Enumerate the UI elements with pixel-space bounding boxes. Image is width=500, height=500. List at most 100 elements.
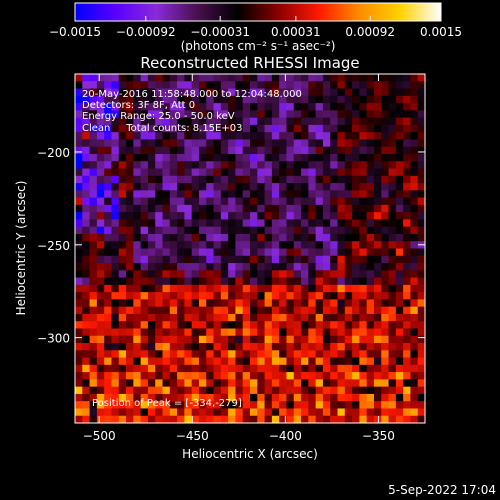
heatmap-cell [126, 248, 134, 257]
heatmap-cell [228, 343, 236, 351]
heatmap-cell [410, 263, 419, 271]
heatmap-cell [169, 306, 178, 315]
heatmap-cell [140, 81, 149, 90]
heatmap-cell [330, 197, 338, 206]
heatmap-cell [322, 386, 331, 395]
heatmap-cell [104, 350, 112, 359]
heatmap-cell [337, 103, 346, 111]
heatmap-cell [206, 364, 215, 373]
heatmap-cell [235, 212, 244, 220]
heatmap-cell [410, 313, 419, 322]
heatmap-cell [403, 139, 411, 148]
heatmap-cell [322, 74, 331, 82]
heatmap-cell [242, 117, 251, 126]
heatmap-cell [118, 74, 127, 82]
heatmap-cell [373, 415, 382, 423]
heatmap-cell [403, 372, 411, 380]
heatmap-cell [242, 386, 251, 395]
heatmap-cell [140, 335, 149, 344]
heatmap-cell [169, 241, 178, 249]
heatmap-cell [366, 335, 375, 344]
heatmap-cell [286, 357, 295, 366]
heatmap-cell [279, 401, 287, 409]
heatmap-cell [213, 241, 222, 249]
heatmap-cell [126, 328, 134, 337]
heatmap-cell [257, 248, 266, 257]
heatmap-cell [330, 328, 338, 337]
heatmap-cell [177, 168, 185, 177]
heatmap-cell [330, 284, 338, 293]
heatmap-cell [286, 270, 295, 279]
heatmap-cell [191, 408, 200, 417]
heatmap-cell [359, 393, 368, 402]
heatmap-cell [82, 372, 91, 380]
heatmap-cell [301, 197, 309, 206]
heatmap-cell [162, 139, 171, 148]
heatmap-cell [220, 190, 229, 199]
heatmap-cell [337, 393, 346, 402]
heatmap-cell [366, 212, 375, 220]
heatmap-cell [155, 168, 163, 177]
heatmap-cell [235, 386, 244, 395]
heatmap-cell [352, 313, 360, 322]
heatmap-cell [191, 175, 200, 184]
heatmap-cell [301, 270, 309, 279]
heatmap-cell [257, 212, 266, 220]
heatmap-cell [403, 364, 411, 373]
heatmap-cell [359, 299, 368, 308]
heatmap-cell [410, 386, 419, 395]
heatmap-cell [118, 393, 127, 402]
heatmap-cell [330, 248, 338, 257]
heatmap-cell [322, 292, 331, 300]
heatmap-cell [264, 306, 273, 315]
heatmap-cell [177, 74, 185, 82]
heatmap-cell [147, 124, 156, 133]
heatmap-cell [162, 386, 171, 395]
heatmap-cell [264, 292, 273, 300]
heatmap-cell [169, 168, 178, 177]
heatmap-cell [82, 408, 91, 417]
heatmap-cell [344, 393, 353, 402]
heatmap-cell [104, 212, 112, 220]
heatmap-cell [82, 146, 91, 155]
heatmap-cell [191, 393, 200, 402]
heatmap-cell [89, 139, 98, 148]
heatmap-cell [279, 335, 287, 344]
heatmap-cell [373, 313, 382, 322]
heatmap-cell [352, 226, 360, 235]
heatmap-cell [344, 204, 353, 213]
heatmap-cell [366, 277, 375, 286]
heatmap-cell [308, 226, 317, 235]
heatmap-cell [337, 299, 346, 308]
heatmap-cell [381, 124, 390, 133]
heatmap-cell [235, 241, 244, 249]
heatmap-cell [104, 270, 112, 279]
heatmap-cell [206, 270, 215, 279]
heatmap-cell [286, 183, 295, 191]
heatmap-cell [118, 415, 127, 423]
heatmap-cell [264, 219, 273, 228]
heatmap-cell [206, 139, 215, 148]
heatmap-cell [133, 263, 142, 271]
heatmap-cell [220, 270, 229, 279]
heatmap-cell [126, 146, 134, 155]
heatmap-cell [308, 343, 317, 351]
heatmap-cell [337, 153, 346, 162]
heatmap-cell [388, 313, 397, 322]
heatmap-cell [242, 168, 251, 177]
heatmap-cell [235, 132, 244, 140]
heatmap-cell [111, 132, 120, 140]
heatmap-cell [301, 88, 309, 97]
heatmap-cell [155, 292, 163, 300]
heatmap-cell [271, 284, 280, 293]
heatmap-cell [395, 321, 404, 329]
heatmap-cell [82, 183, 91, 191]
heatmap-cell [104, 364, 112, 373]
heatmap-cell [82, 248, 91, 257]
heatmap-cell [111, 350, 120, 359]
heatmap-cell [169, 74, 178, 82]
heatmap-cell [352, 263, 360, 271]
heatmap-cell [126, 364, 134, 373]
heatmap-cell [279, 146, 287, 155]
heatmap-cell [344, 124, 353, 133]
